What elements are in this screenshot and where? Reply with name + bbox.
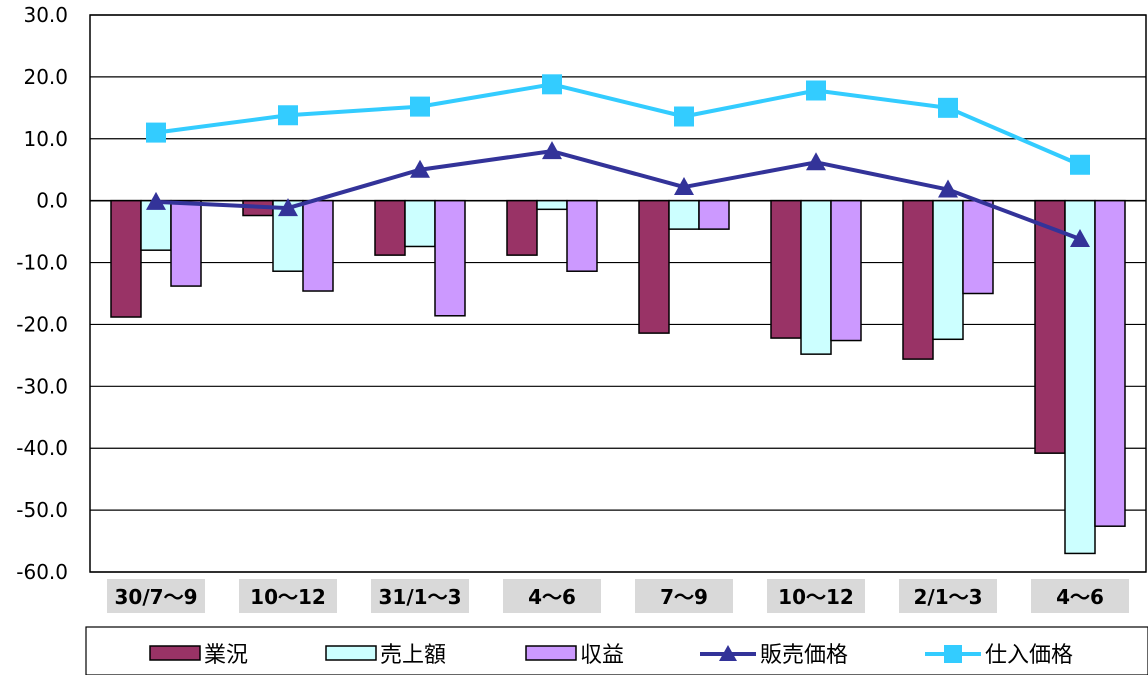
legend-swatch bbox=[525, 645, 577, 661]
data-point-triangle bbox=[542, 141, 562, 160]
data-point-square bbox=[806, 80, 826, 101]
series-line bbox=[155, 149, 1081, 241]
legend-marker-triangle bbox=[719, 645, 737, 661]
x-tick-label-bg bbox=[899, 579, 997, 613]
y-tick-label: -40.0 bbox=[16, 436, 68, 460]
legend-label: 売上額 bbox=[380, 643, 446, 668]
x-tick-label-bg bbox=[635, 579, 733, 613]
legend-swatch bbox=[325, 645, 377, 661]
data-point-square bbox=[1070, 154, 1090, 175]
data-point-square bbox=[938, 97, 958, 118]
y-tick-label: 10.0 bbox=[23, 127, 68, 151]
bar bbox=[830, 199, 862, 342]
x-tick-label: 30/7～9 bbox=[115, 585, 198, 609]
y-tick-label: -50.0 bbox=[16, 498, 68, 522]
x-tick-label: 4～6 bbox=[528, 585, 576, 609]
legend-label: 販売価格 bbox=[760, 643, 848, 668]
bar bbox=[1094, 199, 1126, 527]
x-tick-label: 31/1～3 bbox=[379, 585, 462, 609]
x-tick-label-bg bbox=[239, 579, 337, 613]
bar bbox=[536, 199, 568, 211]
bar bbox=[110, 199, 142, 318]
y-tick-label: 20.0 bbox=[23, 65, 68, 89]
y-tick-label: -60.0 bbox=[16, 560, 68, 584]
bar bbox=[170, 199, 202, 287]
data-point-square bbox=[410, 96, 430, 117]
data-point-triangle bbox=[806, 152, 826, 171]
bar bbox=[902, 199, 934, 360]
data-point-triangle bbox=[278, 198, 298, 217]
bar bbox=[638, 199, 670, 334]
bar bbox=[302, 199, 334, 292]
y-tick-label: -10.0 bbox=[16, 251, 68, 275]
y-tick-label: -30.0 bbox=[16, 374, 68, 398]
bar bbox=[962, 199, 994, 295]
data-point-square bbox=[278, 105, 298, 126]
bar bbox=[698, 199, 730, 230]
data-point-triangle bbox=[146, 191, 166, 210]
data-point-square bbox=[146, 122, 166, 143]
bar bbox=[374, 199, 406, 256]
series-line bbox=[155, 82, 1081, 167]
data-point-triangle bbox=[674, 177, 694, 196]
x-tick-label: 10～12 bbox=[778, 585, 854, 609]
data-point-square bbox=[674, 106, 694, 127]
y-tick-label: 30.0 bbox=[23, 3, 68, 27]
legend-label: 収益 bbox=[580, 643, 624, 668]
x-tick-label-bg bbox=[503, 579, 601, 613]
bar bbox=[1064, 199, 1096, 555]
x-tick-label: 7～9 bbox=[660, 585, 708, 609]
x-tick-label-bg bbox=[107, 579, 205, 613]
x-tick-label: 2/1～3 bbox=[913, 585, 982, 609]
bar bbox=[506, 199, 538, 256]
y-tick-label: -20.0 bbox=[16, 312, 68, 336]
bar bbox=[1034, 199, 1066, 454]
x-tick-label-bg bbox=[371, 579, 469, 613]
legend-box bbox=[85, 626, 1148, 675]
legend-label: 業況 bbox=[204, 643, 248, 668]
bar bbox=[434, 199, 466, 317]
data-point-square bbox=[542, 74, 562, 95]
y-tick-label: 0.0 bbox=[36, 189, 68, 213]
x-tick-label: 10～12 bbox=[250, 585, 326, 609]
bar bbox=[404, 199, 436, 248]
legend-label: 仕入価格 bbox=[985, 643, 1073, 668]
legend-marker-square bbox=[944, 645, 962, 663]
x-tick-label-bg bbox=[1031, 579, 1129, 613]
bar bbox=[932, 199, 964, 341]
x-tick-label: 4～6 bbox=[1056, 585, 1104, 609]
bar bbox=[668, 199, 700, 230]
bar bbox=[566, 199, 598, 272]
x-tick-label-bg bbox=[767, 579, 865, 613]
data-point-triangle bbox=[410, 159, 430, 178]
data-point-triangle bbox=[1070, 229, 1090, 248]
legend-swatch bbox=[149, 645, 201, 661]
bar bbox=[770, 199, 802, 339]
bar bbox=[800, 199, 832, 355]
data-point-triangle bbox=[938, 179, 958, 198]
